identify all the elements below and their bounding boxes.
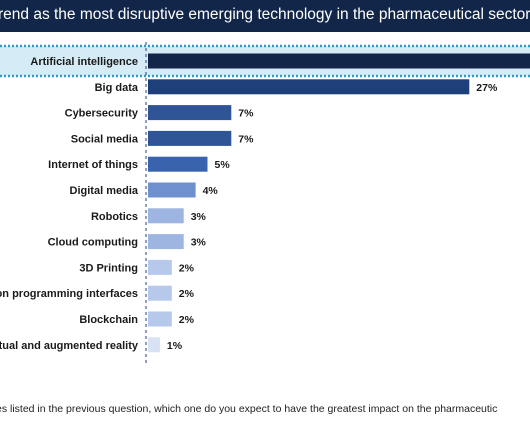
bar [148, 53, 530, 69]
bar-chart: Artificial intelligence Big data 27% Cybers… [0, 42, 530, 364]
category-label: Blockchain [79, 314, 138, 326]
bar [148, 259, 172, 275]
bar [148, 285, 172, 301]
value-label: 3% [191, 237, 207, 249]
category-label: Robotics [91, 211, 138, 223]
survey-question-footnote: es listed in the previous question, whic… [0, 403, 498, 415]
bar [148, 130, 232, 146]
category-label: Cybersecurity [65, 108, 139, 120]
value-label: 4% [203, 185, 219, 197]
bar [148, 311, 172, 327]
category-label: Social media [71, 133, 139, 145]
value-label: 7% [238, 133, 254, 145]
bar [148, 156, 208, 172]
category-label: Big data [95, 82, 139, 94]
bar [148, 337, 160, 353]
bar [148, 182, 196, 198]
category-label: Artificial intelligence [30, 56, 138, 68]
bar [148, 234, 184, 250]
category-label: on programming interfaces [0, 288, 138, 300]
value-label: 2% [179, 288, 195, 300]
category-label: 3D Printing [79, 262, 138, 274]
value-label: 3% [191, 211, 207, 223]
title-bar: rend as the most disruptive emerging tec… [0, 0, 530, 32]
value-label: 7% [238, 108, 254, 120]
category-label: Digital media [70, 185, 139, 197]
value-label: 1% [167, 340, 183, 352]
bar [148, 105, 232, 121]
category-label: tual and augmented reality [0, 340, 139, 352]
bar [148, 79, 470, 95]
category-label: Cloud computing [48, 237, 138, 249]
value-label: 2% [179, 314, 195, 326]
category-label: Internet of things [48, 159, 138, 171]
value-label: 5% [215, 159, 231, 171]
value-label: 2% [179, 262, 195, 274]
chart-title: rend as the most disruptive emerging tec… [0, 6, 530, 23]
bar [148, 208, 184, 224]
value-label: 27% [476, 82, 498, 94]
